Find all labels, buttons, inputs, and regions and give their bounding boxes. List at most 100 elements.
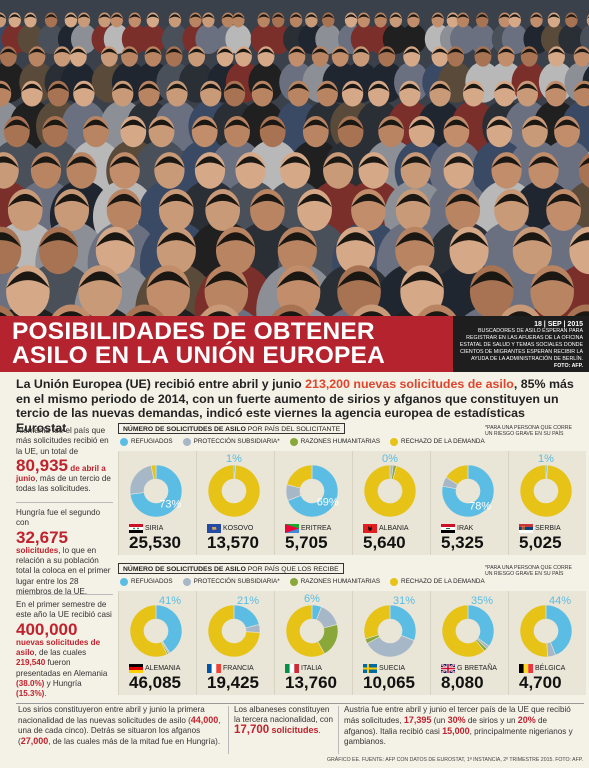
person-hair xyxy=(443,119,470,130)
person-hair xyxy=(165,48,183,56)
rejected-slice xyxy=(150,464,157,480)
rejected-slice xyxy=(363,464,417,518)
refugee-percentage-label: 6% xyxy=(304,593,320,605)
person-hair xyxy=(221,14,235,19)
person-hair xyxy=(64,14,78,19)
lead-text-1: La Unión Europea (UE) recibió entre abri… xyxy=(16,377,306,391)
legend-item-rejected: RECHAZO DE LA DEMANDA xyxy=(390,437,485,447)
caption-credit: FOTO: AFP. xyxy=(553,363,583,369)
person-hair xyxy=(548,48,565,56)
person-hair xyxy=(516,83,538,92)
donut-chart: 44% xyxy=(519,595,573,658)
person-hair xyxy=(573,48,589,56)
person-hair xyxy=(456,14,470,19)
flag-icon xyxy=(441,524,455,533)
refugee-percentage-label: 31% xyxy=(393,595,415,607)
sidebar-text: . xyxy=(44,689,47,699)
person-hair xyxy=(462,83,485,92)
person-hair xyxy=(24,14,37,19)
person-hair xyxy=(42,119,69,130)
person-hair xyxy=(200,83,222,92)
person-hair xyxy=(305,14,318,19)
person-hair xyxy=(494,193,529,208)
source-credit: GRÁFICO EE. FUENTE: AFP CON DATOS DE EUR… xyxy=(326,757,583,763)
refugees-slice xyxy=(287,464,339,518)
caption-text: Buscadores de asilo esperan para registr… xyxy=(459,328,583,362)
sidebar-highlight: (38.0%) xyxy=(16,679,45,689)
person-hair xyxy=(491,156,522,168)
donut-hole xyxy=(534,479,558,503)
legend-item-humanitarian: RAZONES HUMANITARIAS xyxy=(289,437,380,447)
title-line-1: POSIBILIDADES DE OBTENER xyxy=(12,318,375,345)
person-hair xyxy=(215,232,256,248)
person-body xyxy=(38,24,65,54)
person-hair xyxy=(146,14,160,19)
person-hair xyxy=(78,271,122,289)
divider xyxy=(16,594,113,595)
flag-icon xyxy=(519,524,533,533)
country-name: SUECIA xyxy=(379,665,406,672)
person-hair xyxy=(154,156,185,168)
legend-item-rejected: RECHAZO DE LA DEMANDA xyxy=(390,577,485,587)
country-card: 1% SERBIA 5,025 xyxy=(508,451,586,555)
application-count: 5,025 xyxy=(519,533,562,552)
person-hair xyxy=(445,193,481,208)
person-hair xyxy=(403,48,421,56)
person-hair xyxy=(95,232,135,248)
person-hair xyxy=(83,119,109,130)
note-highlight: 20% xyxy=(517,715,536,725)
sidebar-highlight: nuevas solicitudes de asilo xyxy=(16,637,101,658)
person-body xyxy=(400,24,427,54)
flag-icon xyxy=(363,664,377,673)
country-card: 44% BÉLGICA 4,700 xyxy=(508,591,586,695)
person-hair xyxy=(109,156,140,168)
sidebar-text: fueron presentadas en Alemania xyxy=(16,658,108,678)
legend-label: RECHAZO DE LA DEMANDA xyxy=(401,438,485,445)
flag-icon xyxy=(285,524,299,533)
person-hair xyxy=(358,156,389,168)
application-count: 4,700 xyxy=(519,673,562,692)
divider xyxy=(338,706,339,754)
donut-chart: 6% xyxy=(285,593,339,658)
country-name: ITALIA xyxy=(301,665,322,672)
rejected-slice xyxy=(285,604,325,658)
chart-legend: REFUGIADOS PROTECCIÓN SUBSIDIARIA* RAZON… xyxy=(120,577,485,587)
donut-chart: 78% xyxy=(441,464,495,518)
legend-swatch xyxy=(390,578,399,586)
rejected-slice xyxy=(286,464,313,489)
rejected-slice xyxy=(441,604,485,658)
sidebar-fact-germany: Alemania fue el país que más solicitudes… xyxy=(16,426,113,495)
legend-item-subsidiary: PROTECCIÓN SUBSIDIARIA* xyxy=(182,577,280,587)
person-hair xyxy=(344,14,358,19)
title-band xyxy=(0,316,453,372)
person-hair xyxy=(202,14,215,19)
person-hair xyxy=(69,48,87,56)
divider xyxy=(228,706,229,754)
donut-hole xyxy=(456,479,480,503)
donut-hole xyxy=(456,619,480,643)
refugees-slice xyxy=(545,604,573,656)
note-highlight: 15,000 xyxy=(442,726,470,736)
person-hair xyxy=(0,48,17,56)
person-hair xyxy=(287,83,310,92)
country-name: SIRIA xyxy=(145,525,164,532)
donut-hole xyxy=(300,479,324,503)
person-hair xyxy=(166,83,188,92)
sidebar-text: Alemania fue el país que más solicitudes… xyxy=(16,426,109,456)
person-hair xyxy=(251,83,274,92)
person-hair xyxy=(223,83,246,92)
panel-header-rest: POR PAÍS QUE LOS RECIBE xyxy=(245,566,339,573)
person-hair xyxy=(194,156,226,168)
application-count: 5,325 xyxy=(441,533,484,552)
sidebar-number: 80,935 xyxy=(16,455,68,475)
rejected-slice xyxy=(519,604,548,658)
person-hair xyxy=(189,14,202,19)
donut-chart: 41% xyxy=(129,595,183,658)
person-hair xyxy=(224,119,250,130)
note-highlight: solicitudes xyxy=(271,725,319,735)
person-hair xyxy=(431,14,444,19)
flag-icon xyxy=(129,524,143,533)
country-name: ALEMANIA xyxy=(145,665,181,672)
person-hair xyxy=(112,83,134,92)
